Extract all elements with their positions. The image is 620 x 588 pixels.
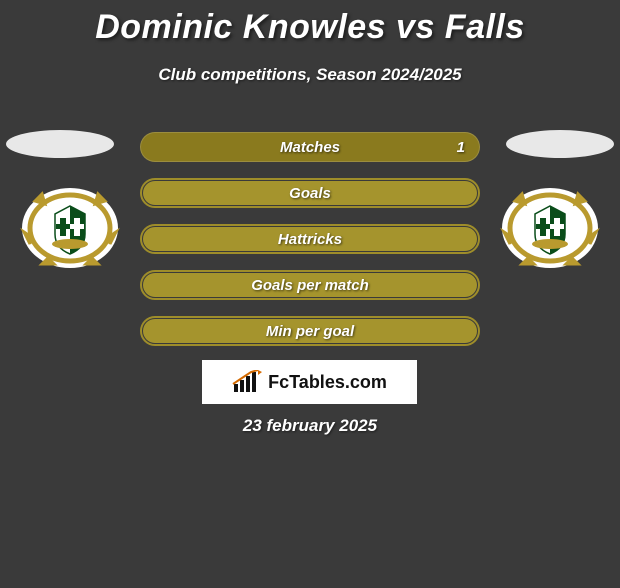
date-text: 23 february 2025 xyxy=(0,416,620,436)
stat-label: Matches xyxy=(280,139,340,156)
stat-label: Hattricks xyxy=(278,231,342,248)
stat-row-matches: Matches 1 xyxy=(140,132,480,162)
stats-container: Matches 1 Goals Hattricks Goals per matc… xyxy=(140,132,480,362)
stat-row-min-per-goal: Min per goal xyxy=(140,316,480,346)
club-crest-right xyxy=(500,186,600,271)
club-crest-left xyxy=(20,186,120,271)
stat-row-goals-per-match: Goals per match xyxy=(140,270,480,300)
player-left-placeholder xyxy=(6,130,114,158)
stat-label: Goals per match xyxy=(251,277,369,294)
branding-banner: FcTables.com xyxy=(202,360,417,404)
player-right-placeholder xyxy=(506,130,614,158)
stat-row-hattricks: Hattricks xyxy=(140,224,480,254)
stat-value-right: 1 xyxy=(457,139,465,156)
page-subtitle: Club competitions, Season 2024/2025 xyxy=(0,65,620,85)
stat-label: Goals xyxy=(289,185,331,202)
stat-label: Min per goal xyxy=(266,323,354,340)
branding-text: FcTables.com xyxy=(268,372,387,393)
page-title: Dominic Knowles vs Falls xyxy=(0,8,620,47)
stat-row-goals: Goals xyxy=(140,178,480,208)
bars-chart-icon xyxy=(232,370,262,394)
